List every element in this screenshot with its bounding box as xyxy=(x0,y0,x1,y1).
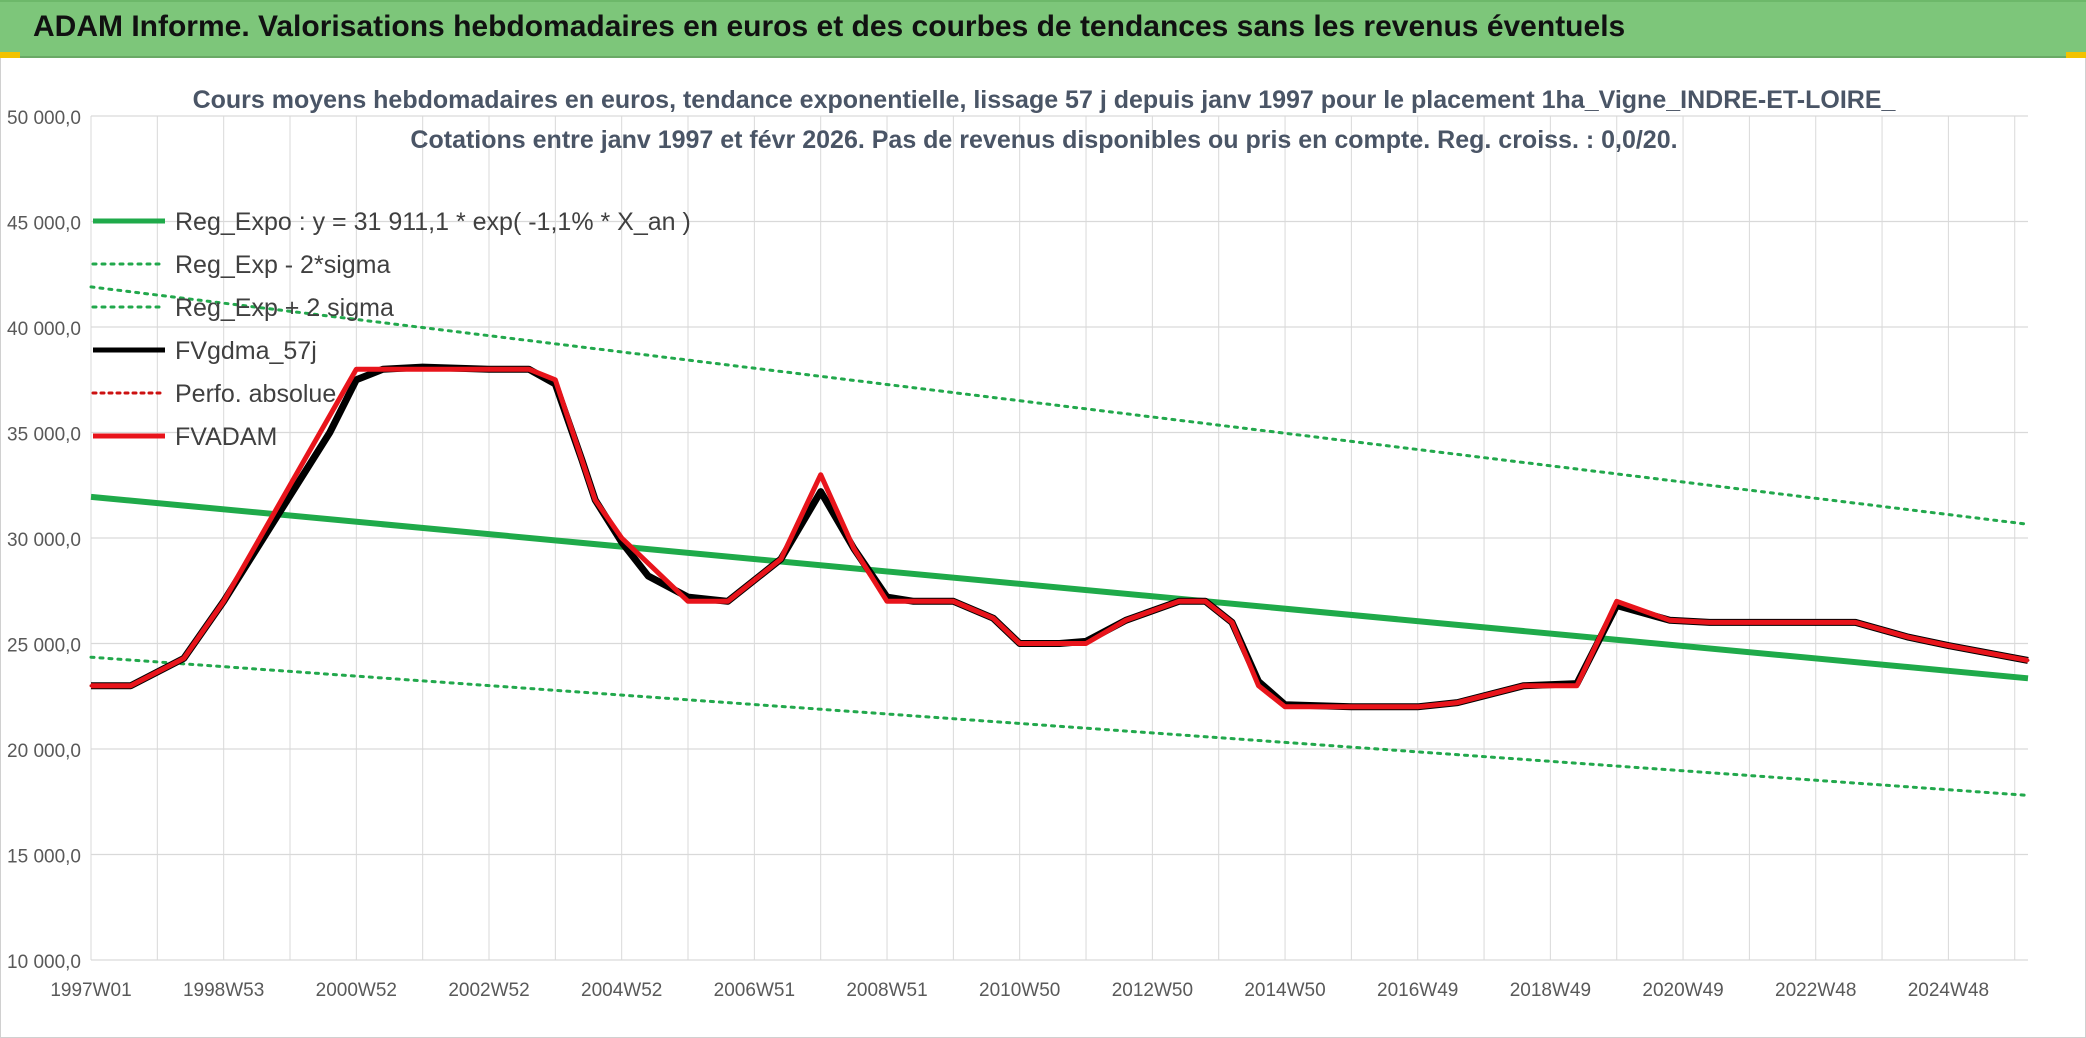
x-tick-label: 2002W52 xyxy=(448,980,529,1001)
y-tick-label: 25 000,0 xyxy=(7,636,81,657)
y-tick-label: 35 000,0 xyxy=(7,425,81,446)
line-chart: 10 000,0 15 000,0 20 000,0 25 000,0 30 000,0… xyxy=(7,108,2030,1001)
legend-label-4: Perfo. absolue xyxy=(175,380,336,408)
x-tick-label: 2004W52 xyxy=(581,980,662,1001)
x-tick-label: 2022W48 xyxy=(1775,980,1856,1001)
series-line-2 xyxy=(89,285,2030,526)
x-tick-label: 2008W51 xyxy=(846,980,927,1001)
y-tick-label: 20 000,0 xyxy=(7,741,81,762)
legend-label-5: FVADAM xyxy=(175,423,277,451)
x-tick-label: 2006W51 xyxy=(714,980,795,1001)
x-tick-label: 1997W01 xyxy=(50,980,131,1001)
chart-title: Cours moyens hebdomadaires en euros, ten… xyxy=(192,86,1896,114)
series-line-5 xyxy=(91,366,2029,710)
y-tick-label: 30 000,0 xyxy=(7,530,81,551)
legend-label-3: FVgdma_57j xyxy=(175,337,317,365)
x-tick-label: 2000W52 xyxy=(316,980,397,1001)
corner-mark-left xyxy=(0,52,20,58)
y-tick-label: 40 000,0 xyxy=(7,319,81,340)
y-tick-label: 50 000,0 xyxy=(7,108,81,129)
series-line-3 xyxy=(91,363,2029,711)
legend-label-1: Reg_Exp - 2*sigma xyxy=(175,251,390,279)
y-tick-label: 10 000,0 xyxy=(7,952,81,973)
series-line-0 xyxy=(90,493,2029,682)
x-tick-label: 2016W49 xyxy=(1377,980,1458,1001)
corner-mark-right xyxy=(2066,52,2086,58)
x-tick-label: 2012W50 xyxy=(1112,980,1193,1001)
report-banner: ADAM Informe. Valorisations hebdomadaire… xyxy=(0,0,2086,58)
chart-subtitle: Cotations entre janv 1997 et févr 2026. … xyxy=(410,126,1678,154)
legend-label-2: Reg_Exp + 2 sigma xyxy=(175,294,394,322)
series-line-1 xyxy=(89,655,2030,797)
x-tick-label: 2018W49 xyxy=(1510,980,1591,1001)
x-tick-label: 2020W49 xyxy=(1642,980,1723,1001)
x-tick-label: 2024W48 xyxy=(1908,980,1989,1001)
legend-label-0: Reg_Expo : y = 31 911,1 * exp( -1,1% * X… xyxy=(175,208,691,236)
y-tick-label: 45 000,0 xyxy=(7,214,81,235)
y-tick-label: 15 000,0 xyxy=(7,847,81,868)
chart-area: 10 000,0 15 000,0 20 000,0 25 000,0 30 000,0… xyxy=(0,58,2086,1038)
x-tick-label: 1998W53 xyxy=(183,980,264,1001)
x-tick-label: 2014W50 xyxy=(1244,980,1325,1001)
x-tick-label: 2010W50 xyxy=(979,980,1060,1001)
report-title: ADAM Informe. Valorisations hebdomadaire… xyxy=(33,10,1626,43)
